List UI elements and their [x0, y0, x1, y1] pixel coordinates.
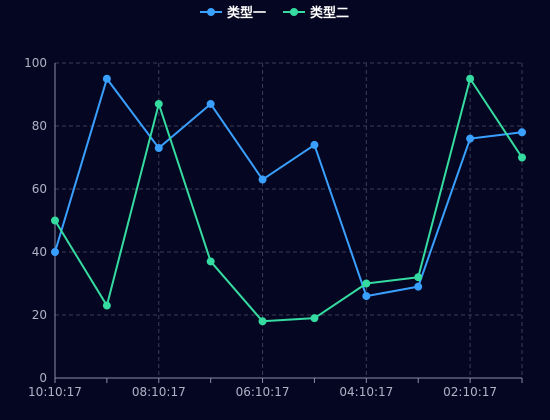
- series-line-2: [54, 77, 523, 323]
- data-point[interactable]: [258, 317, 267, 326]
- data-point[interactable]: [518, 128, 526, 137]
- data-point[interactable]: [362, 279, 371, 288]
- y-axis-ticks: 0 20 40 60 80 100: [24, 56, 47, 385]
- data-point[interactable]: [362, 292, 371, 301]
- axes: [54, 63, 522, 379]
- data-point[interactable]: [206, 257, 215, 266]
- legend-item-1[interactable]: 类型一: [200, 5, 266, 21]
- grid-lines: [55, 62, 523, 378]
- x-axis-ticks: 10:10:17 08:10:17 06:10:17 04:10:17 02:10:17: [28, 378, 523, 399]
- y-tick-label: 40: [32, 245, 47, 259]
- y-tick-label: 100: [24, 56, 47, 70]
- x-tick-label: 06:10:17: [236, 385, 290, 399]
- legend[interactable]: 类型一 类型二: [200, 5, 349, 21]
- legend-marker-icon: [207, 8, 215, 16]
- data-point[interactable]: [102, 74, 111, 83]
- series-line-1: [54, 77, 523, 298]
- data-point[interactable]: [51, 248, 59, 256]
- data-point[interactable]: [51, 216, 59, 225]
- data-point[interactable]: [414, 282, 423, 291]
- data-point[interactable]: [414, 273, 423, 282]
- data-point[interactable]: [154, 99, 163, 108]
- data-point[interactable]: [466, 74, 475, 83]
- data-point[interactable]: [154, 144, 163, 153]
- legend-item-2[interactable]: 类型二: [283, 5, 349, 21]
- data-point[interactable]: [258, 175, 267, 184]
- x-tick-label: 10:10:17: [28, 385, 82, 399]
- legend-marker-icon: [290, 8, 298, 16]
- series-group: [51, 74, 526, 326]
- x-tick-label: 02:10:17: [443, 385, 497, 399]
- data-point[interactable]: [466, 134, 475, 143]
- data-point[interactable]: [518, 153, 526, 162]
- y-tick-label: 80: [32, 119, 47, 133]
- x-tick-label: 08:10:17: [132, 385, 186, 399]
- legend-label: 类型一: [227, 5, 266, 21]
- x-tick-label: 04:10:17: [339, 385, 393, 399]
- legend-label: 类型二: [310, 5, 349, 21]
- data-point[interactable]: [310, 314, 319, 323]
- data-point[interactable]: [102, 301, 111, 310]
- y-tick-label: 0: [39, 371, 47, 385]
- data-point[interactable]: [206, 99, 215, 108]
- y-tick-label: 60: [32, 182, 47, 196]
- y-tick-label: 20: [32, 308, 47, 322]
- data-point[interactable]: [310, 140, 319, 149]
